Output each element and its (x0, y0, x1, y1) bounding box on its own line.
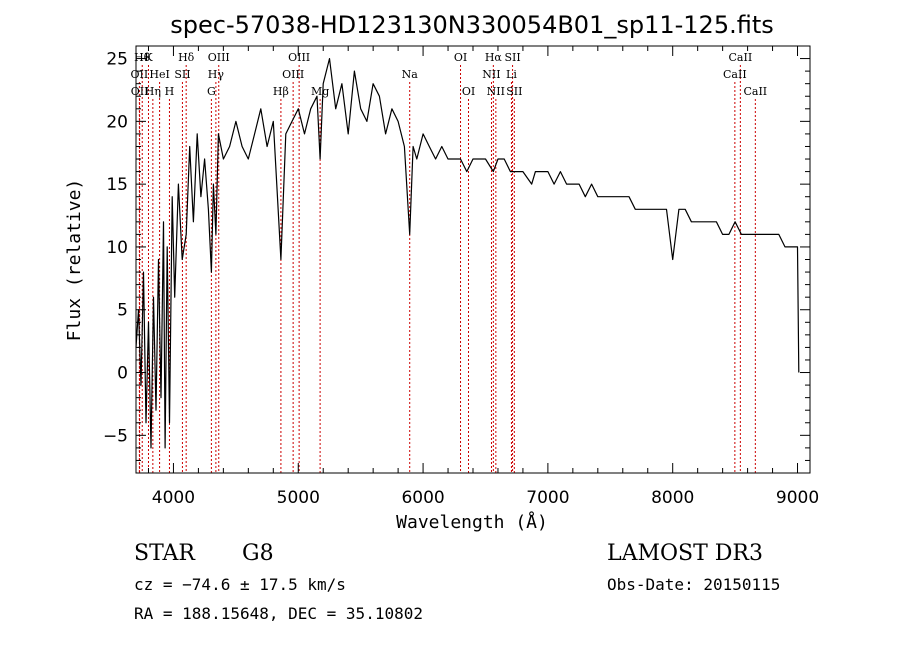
y-tick-label: 20 (106, 112, 128, 132)
line-marker-label: Mg (311, 85, 329, 98)
line-marker-label: SII (506, 85, 522, 98)
line-marker-label: HeI (149, 68, 169, 81)
x-tick-label: 4000 (152, 488, 195, 508)
line-marker-label: OIII (282, 68, 304, 81)
line-marker-label: Hθ (134, 51, 151, 64)
x-tick-label: 9000 (776, 488, 819, 508)
y-axis-label: Flux (relative) (64, 179, 85, 342)
chart-title: spec-57038-HD123130N330054B01_sp11-125.f… (170, 11, 774, 39)
line-marker-label: Hδ (178, 51, 195, 64)
spectrum-line (135, 58, 800, 449)
y-tick-label: 10 (106, 238, 128, 258)
line-marker-label: CaII (723, 68, 747, 81)
line-marker-label: OI (454, 51, 467, 64)
line-marker-label: OII (131, 68, 149, 81)
line-marker-label: Hη (145, 85, 161, 98)
y-tick-label: 15 (106, 175, 128, 195)
x-axis-label: Wavelength (Å) (396, 511, 548, 533)
spectrum-series (135, 58, 800, 449)
x-tick-label: 8000 (651, 488, 694, 508)
line-marker-label: Hα (485, 51, 503, 64)
line-marker-label: SII (174, 68, 190, 81)
line-marker-label: OIII (208, 51, 230, 64)
y-tick-label: 5 (117, 301, 128, 321)
line-marker-label: OI (462, 85, 475, 98)
x-tick-label: 7000 (526, 488, 569, 508)
line-marker-label: OIII (288, 51, 310, 64)
y-tick-label: 25 (106, 50, 128, 70)
line-marker-label: H (165, 85, 175, 98)
line-marker-label: CaII (743, 85, 767, 98)
x-tick-label: 5000 (277, 488, 320, 508)
observation-date: Obs-Date: 20150115 (607, 575, 780, 594)
line-marker-label: SII (504, 51, 520, 64)
line-marker-label: G (207, 85, 216, 98)
object-class: STAR (134, 541, 196, 566)
line-marker-label: Na (402, 68, 419, 81)
line-marker-label: Hβ (273, 85, 289, 98)
y-tick-label: 0 (117, 364, 128, 384)
x-axis: 4000 5000 6000 7000 8000 9000 (147, 46, 819, 508)
line-marker-label: NII (487, 85, 505, 98)
line-marker-label: Li (506, 68, 517, 81)
x-tick-label: 6000 (401, 488, 444, 508)
line-marker-label: OII (131, 85, 149, 98)
plot-frame (135, 45, 811, 474)
coordinates: RA = 188.15648, DEC = 35.10802 (134, 604, 423, 623)
object-subclass: G8 (242, 541, 274, 566)
line-marker-label: NII (482, 68, 500, 81)
y-axis: −5 0 5 10 15 20 25 (103, 45, 810, 474)
redshift-value: cz = −74.6 ± 17.5 km/s (134, 575, 346, 594)
survey-name: LAMOST DR3 (607, 541, 763, 566)
line-marker-label: Hγ (208, 68, 225, 81)
line-marker-label: K (144, 51, 153, 64)
line-marker-label: CaII (729, 51, 753, 64)
y-tick-label: −5 (103, 426, 128, 446)
